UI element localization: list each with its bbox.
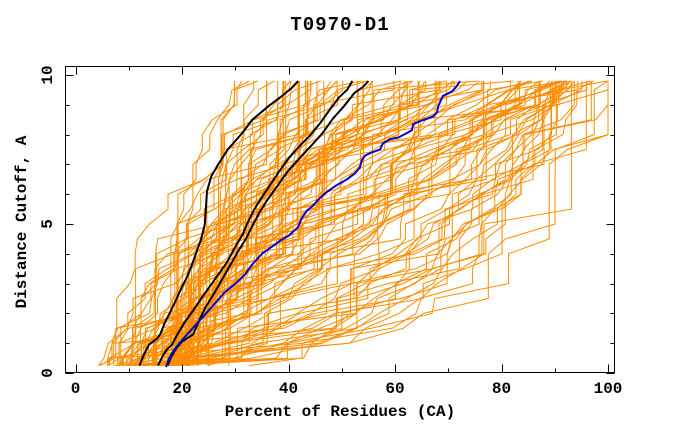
chart-title: T0970-D1: [290, 14, 390, 36]
plot-frame-and-ticks: [65, 66, 615, 374]
prediction-curves: [98, 80, 609, 368]
y-axis-label: Distance Cutoff, A: [13, 135, 31, 309]
x-tick-label: 60: [385, 380, 405, 398]
x-tick-label: 100: [593, 380, 623, 398]
x-tick-label: 20: [172, 380, 192, 398]
y-tick-label: 10: [39, 65, 57, 85]
x-tick-label: 80: [491, 380, 512, 398]
y-tick-label: 5: [39, 219, 57, 229]
x-axis-label: Percent of Residues (CA): [224, 403, 456, 421]
x-tick-label: 40: [278, 380, 299, 398]
y-tick-label: 0: [39, 368, 57, 378]
x-tick-label: 0: [70, 380, 81, 398]
